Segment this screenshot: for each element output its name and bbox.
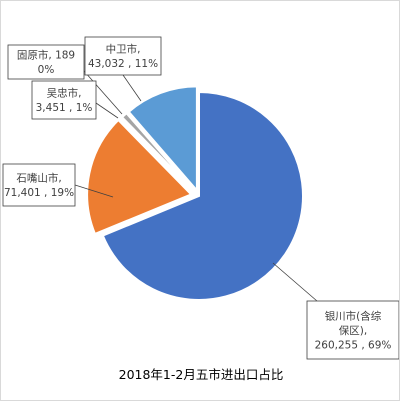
pie-slice-guyuan [125,111,196,193]
data-label-zhongwei: 中卫市, 43,032 , 11% [84,36,162,76]
leader-line-shizuishan [74,184,114,198]
data-label-text-yinchuan-1: 保区), [339,324,367,337]
data-label-text-yinchuan-2: 260,255 , 69% [315,339,392,351]
data-label-text-zhongwei-1: 43,032 , 11% [88,58,158,70]
pie-slices [86,85,304,301]
data-label-wuzhong: 吴忠市, 3,451 , 1% [31,80,97,120]
data-label-text-shizuishan-0: 石嘴山市, [16,172,61,185]
leader-lines [74,70,318,302]
pie-slice-shizuishan [86,118,193,236]
chart-title: 2018年1-2月五市进出口占比 [119,367,284,382]
data-label-text-yinchuan-0: 银川市(含综 [325,309,382,322]
data-label-box-wuzhong [31,80,97,120]
pie-slice-zhongwei [127,85,198,194]
data-label-text-wuzhong-1: 3,451 , 1% [36,102,93,114]
data-label-text-guyuan-1: 0% [38,64,55,76]
data-label-text-guyuan-0: 固原市, 189 [17,49,75,62]
data-label-text-zhongwei-0: 中卫市, [106,43,141,56]
leader-line-zhongwei [122,74,142,102]
data-label-text-shizuishan-1: 71,401 , 19% [4,187,74,199]
data-label-text-wuzhong-0: 吴忠市, [47,87,82,100]
data-label-guyuan: 固原市, 189 0% [7,44,85,80]
data-label-shizuishan: 石嘴山市, 71,401 , 19% [2,163,76,207]
data-label-box-zhongwei [84,36,162,76]
data-label-box-guyuan [7,44,85,80]
leader-line-wuzhong [95,102,119,119]
pie-slice-yinchuan [101,90,304,301]
data-label-box-yinchuan [306,300,399,360]
leader-line-guyuan [83,70,123,115]
leader-line-yinchuan [272,262,318,302]
data-label-box-shizuishan [2,163,76,207]
